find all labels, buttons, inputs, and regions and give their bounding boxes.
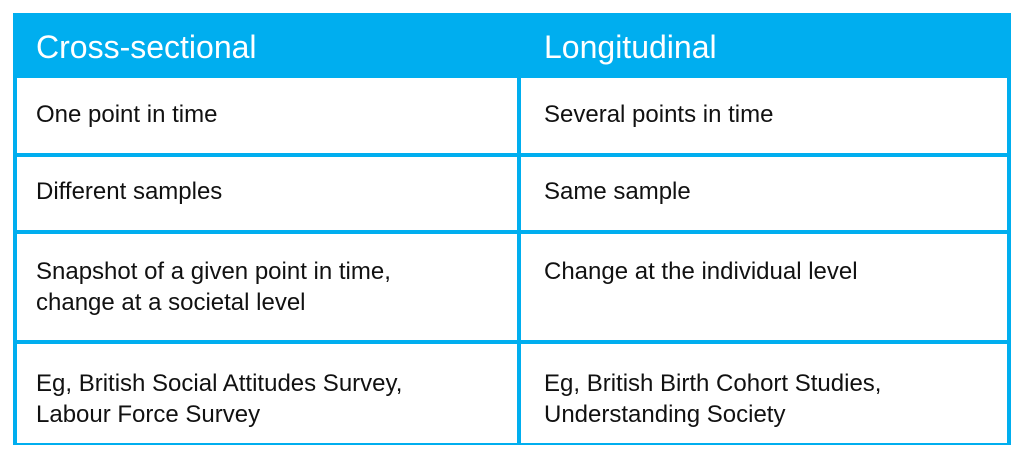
cell-longitudinal: Several points in time (521, 78, 1007, 153)
comparison-table: Cross-sectional Longitudinal One point i… (13, 13, 1011, 445)
table-row: Eg, British Social Attitudes Survey, Lab… (17, 344, 1007, 443)
cell-longitudinal: Change at the individual level (521, 234, 1007, 340)
cell-cross-sectional: Snapshot of a given point in time, chang… (17, 234, 517, 340)
cell-cross-sectional: Eg, British Social Attitudes Survey, Lab… (17, 344, 517, 443)
cell-cross-sectional: One point in time (17, 78, 517, 153)
table-header-row: Cross-sectional Longitudinal (17, 17, 1007, 78)
cell-longitudinal: Eg, British Birth Cohort Studies, Unders… (521, 344, 1007, 443)
header-cross-sectional: Cross-sectional (36, 29, 257, 65)
table-body: One point in time Several points in time… (17, 78, 1007, 443)
table-row: One point in time Several points in time (17, 78, 1007, 153)
cell-longitudinal: Same sample (521, 157, 1007, 230)
cell-cross-sectional: Different samples (17, 157, 517, 230)
header-longitudinal: Longitudinal (544, 29, 717, 65)
table-row: Different samples Same sample (17, 157, 1007, 230)
table-row: Snapshot of a given point in time, chang… (17, 234, 1007, 340)
